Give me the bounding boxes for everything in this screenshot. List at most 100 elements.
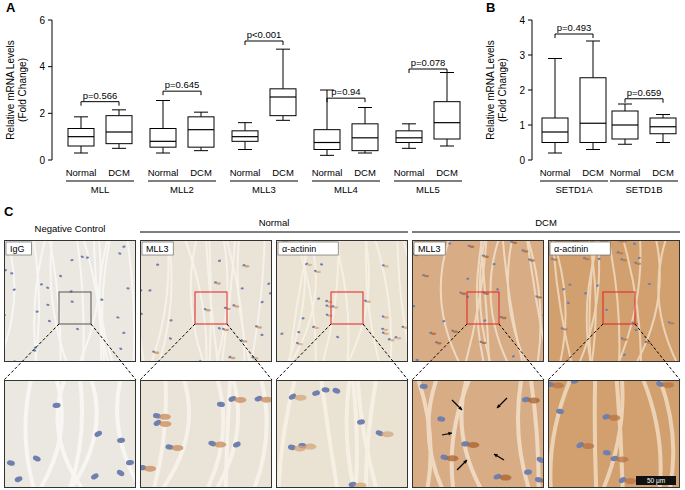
- p-value: p=0.566: [83, 90, 118, 101]
- tissue-gap: [631, 240, 659, 362]
- tissue-gap: [251, 380, 267, 488]
- arrow-head: [458, 406, 462, 410]
- nucleus: [217, 327, 221, 330]
- whisker-cap: [112, 109, 126, 110]
- nucleus: [623, 353, 627, 356]
- arrow: [494, 454, 504, 460]
- whisker-cap: [156, 153, 170, 154]
- x-tick-label: Normal: [148, 167, 179, 178]
- tissue-gap: [352, 380, 357, 488]
- tissue-gap: [658, 240, 680, 362]
- box: [396, 131, 422, 143]
- zoom-square: [195, 292, 227, 324]
- whisker-cap: [74, 153, 88, 154]
- stain: [327, 305, 332, 307]
- whisker-cap: [194, 150, 208, 151]
- tissue-gap: [518, 380, 532, 488]
- stain: [537, 296, 542, 298]
- group-underline: [66, 181, 134, 182]
- stain: [512, 242, 517, 244]
- y-tick: [528, 125, 532, 126]
- whisker-cap: [194, 112, 208, 113]
- zoom-line: [635, 324, 680, 380]
- whisker: [283, 49, 284, 89]
- tissue-gap: [589, 240, 596, 362]
- nucleus: [336, 335, 340, 338]
- median: [270, 96, 296, 97]
- stain: [234, 305, 239, 307]
- y-tick: [48, 160, 52, 161]
- x-tick-label: Normal: [394, 167, 425, 178]
- tissue-gap: [502, 240, 525, 362]
- y-tick: [48, 66, 52, 67]
- nucleus: [638, 257, 641, 260]
- zoom-square: [467, 292, 499, 324]
- whisker: [593, 41, 594, 78]
- nucleus: [168, 337, 172, 340]
- zoom-line: [276, 324, 331, 380]
- whisker: [447, 139, 448, 146]
- nucleus: [496, 288, 499, 291]
- x-tick-label: Normal: [230, 167, 261, 178]
- stain: [224, 329, 229, 331]
- whisker-cap: [586, 41, 600, 42]
- p-value: p=0.078: [411, 57, 446, 68]
- whisker: [663, 115, 664, 119]
- tile-label: MLL3: [418, 244, 441, 254]
- arrow: [497, 398, 507, 408]
- tissue-image: [140, 380, 272, 488]
- tissue-background: [276, 380, 408, 488]
- ihc-panel: CNegative ControlNormalDCMIgGMLL3α-actin…: [0, 204, 682, 490]
- box: [434, 102, 460, 139]
- nucleus: [562, 288, 566, 291]
- p-bracket: [625, 99, 663, 103]
- whisker: [163, 147, 164, 153]
- stain: [523, 250, 528, 252]
- nucleus: [32, 455, 41, 463]
- group-label: MLL5: [416, 184, 440, 195]
- whisker-cap: [156, 100, 170, 101]
- column-header: Normal: [259, 217, 290, 228]
- stain: [622, 259, 627, 261]
- box: [352, 124, 378, 151]
- tissue-gap: [67, 380, 82, 488]
- nucleus: [116, 469, 126, 478]
- stain: [257, 326, 262, 328]
- tissue-gap: [206, 240, 220, 362]
- stain: [563, 328, 568, 330]
- tissue-image: [276, 380, 408, 488]
- tissue-gap: [606, 240, 619, 362]
- tile-label-box: [6, 242, 31, 255]
- tissue-gap: [211, 380, 238, 488]
- y-tick-label: 2: [519, 85, 525, 96]
- nucleus: [76, 327, 80, 330]
- nucleus: [320, 263, 323, 266]
- nucleus: [169, 319, 172, 321]
- nucleus: [633, 242, 637, 245]
- group-underline: [230, 181, 298, 182]
- stain: [453, 331, 458, 333]
- nucleus: [568, 283, 572, 286]
- whisker-cap: [402, 123, 416, 124]
- zoom-square: [59, 292, 91, 324]
- y-tick-label: 0: [519, 155, 525, 166]
- box-panel: ARelative mRNA Levels(Fold Change)0246No…: [5, 0, 462, 195]
- whisker: [555, 143, 556, 154]
- tissue-gap: [461, 380, 486, 488]
- nucleus: [420, 384, 428, 389]
- median: [434, 122, 460, 123]
- arrow-head: [494, 454, 498, 457]
- stain: [295, 395, 307, 401]
- box: [650, 118, 676, 134]
- nucleus: [280, 332, 284, 335]
- stain: [484, 255, 489, 257]
- tissue-gap: [34, 240, 48, 362]
- group-underline: [394, 181, 462, 182]
- nucleus: [357, 419, 366, 425]
- tissue-gap: [550, 380, 574, 488]
- group-underline: [610, 181, 678, 182]
- y-axis-label: Relative mRNA Levels: [485, 40, 496, 139]
- p-bracket: [81, 102, 119, 106]
- tile-border: [5, 381, 136, 488]
- stain: [431, 333, 436, 335]
